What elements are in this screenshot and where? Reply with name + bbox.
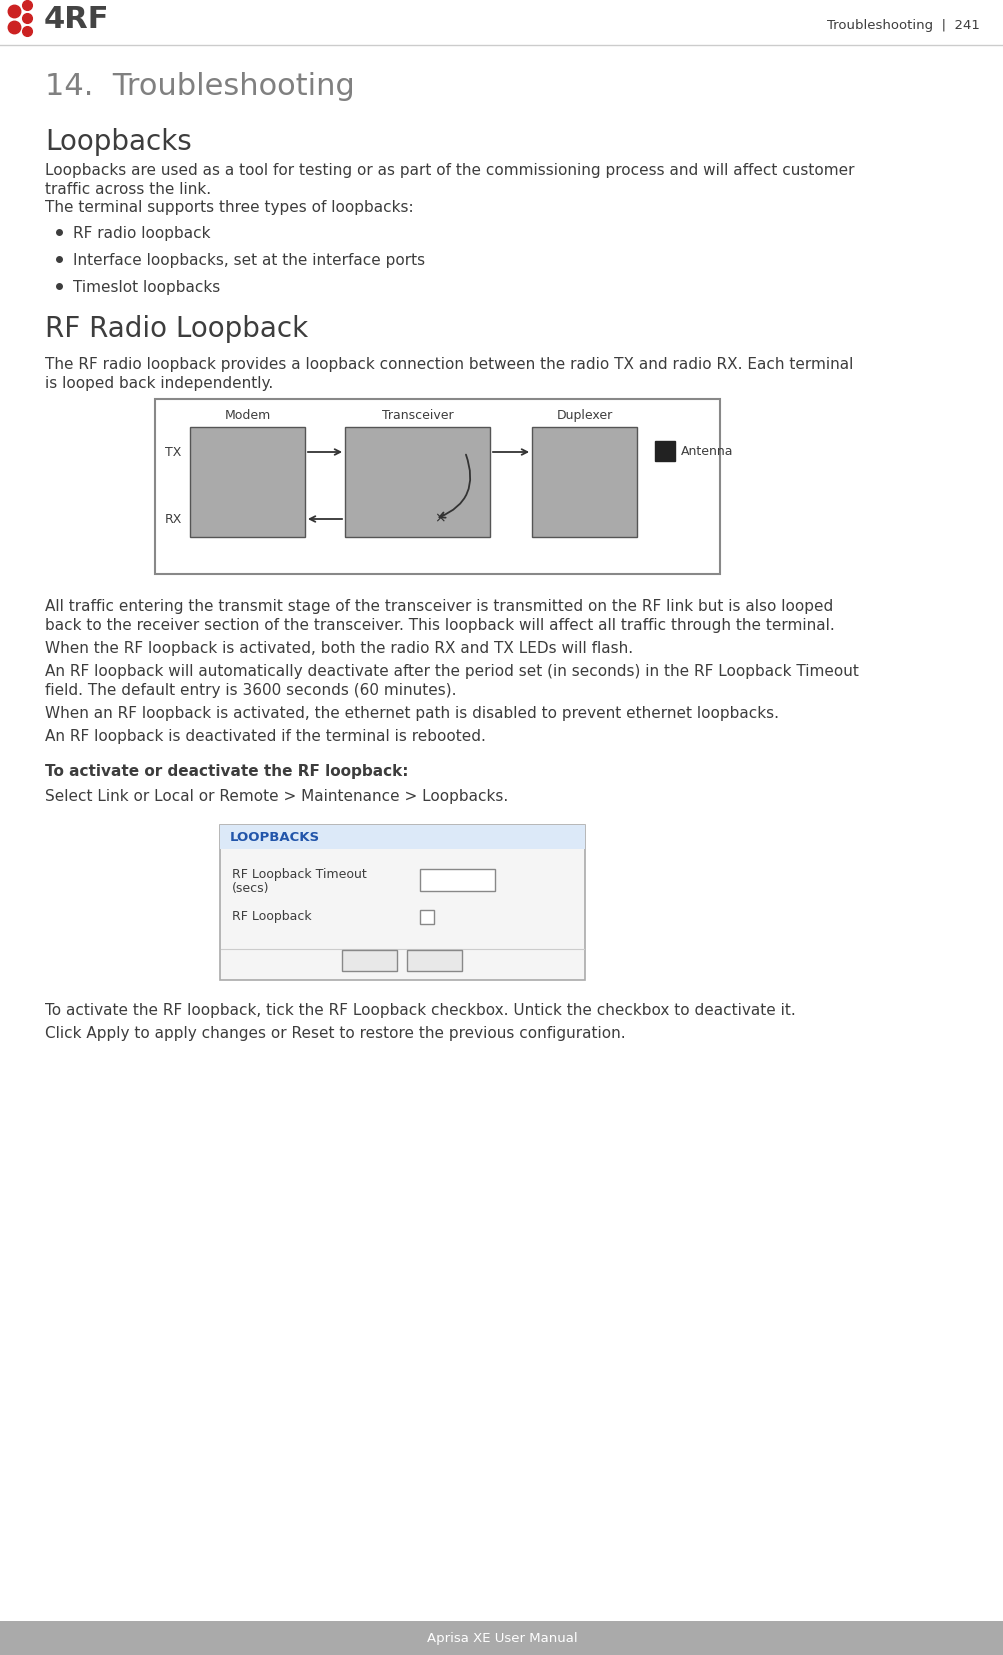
Bar — [190, 427, 305, 538]
Text: An RF loopback will automatically deactivate after the period set (in seconds) i: An RF loopback will automatically deacti… — [45, 664, 858, 679]
Text: RF Loopback Timeout: RF Loopback Timeout — [232, 867, 366, 880]
Text: traffic across the link.: traffic across the link. — [45, 182, 211, 197]
Bar — [345, 427, 489, 538]
Text: RX: RX — [164, 513, 182, 526]
Bar — [220, 826, 585, 849]
Text: RF radio loopback: RF radio loopback — [73, 225, 211, 242]
Text: The terminal supports three types of loopbacks:: The terminal supports three types of loo… — [45, 200, 413, 215]
Text: Duplexer: Duplexer — [556, 409, 612, 422]
Bar — [419, 869, 494, 892]
Text: 4RF: 4RF — [44, 5, 109, 35]
Text: Transceiver: Transceiver — [381, 409, 453, 422]
Text: back to the receiver section of the transceiver. This loopback will affect all t: back to the receiver section of the tran… — [45, 617, 833, 632]
Text: ×: × — [433, 511, 445, 525]
Bar — [342, 950, 397, 971]
Text: Aprisa XE User Manual: Aprisa XE User Manual — [426, 1632, 577, 1645]
Text: When an RF loopback is activated, the ethernet path is disabled to prevent ether: When an RF loopback is activated, the et… — [45, 705, 778, 720]
Bar — [154, 401, 719, 574]
Text: The RF radio loopback provides a loopback connection between the radio TX and ra: The RF radio loopback provides a loopbac… — [45, 357, 853, 372]
Text: Troubleshooting  |  241: Troubleshooting | 241 — [826, 18, 979, 31]
Text: When the RF loopback is activated, both the radio RX and TX LEDs will flash.: When the RF loopback is activated, both … — [45, 640, 633, 655]
Bar — [532, 427, 636, 538]
Text: Antenna: Antenna — [680, 445, 733, 458]
Text: Select Link or Local or Remote > Maintenance > Loopbacks.: Select Link or Local or Remote > Mainten… — [45, 788, 508, 804]
Text: Loopbacks: Loopbacks — [45, 127, 192, 156]
Text: RF Radio Loopback: RF Radio Loopback — [45, 314, 308, 343]
Text: is looped back independently.: is looped back independently. — [45, 376, 273, 391]
Text: An RF loopback is deactivated if the terminal is rebooted.: An RF loopback is deactivated if the ter… — [45, 728, 485, 743]
Text: TX: TX — [164, 447, 181, 458]
Text: Reset: Reset — [352, 955, 387, 968]
Text: Modem: Modem — [224, 409, 271, 422]
Text: Loopbacks are used as a tool for testing or as part of the commissioning process: Loopbacks are used as a tool for testing… — [45, 162, 854, 177]
Bar — [407, 950, 462, 971]
Bar — [220, 826, 585, 980]
Bar — [0, 1620, 1003, 1655]
Text: Timeslot loopbacks: Timeslot loopbacks — [73, 280, 220, 295]
Text: Interface loopbacks, set at the interface ports: Interface loopbacks, set at the interfac… — [73, 253, 424, 268]
Text: Click Apply to apply changes or Reset to restore the previous configuration.: Click Apply to apply changes or Reset to… — [45, 1026, 625, 1041]
Text: All traffic entering the transmit stage of the transceiver is transmitted on the: All traffic entering the transmit stage … — [45, 599, 832, 614]
Text: field. The default entry is 3600 seconds (60 minutes).: field. The default entry is 3600 seconds… — [45, 682, 456, 697]
Text: Apply: Apply — [417, 955, 452, 968]
Text: To activate or deactivate the RF loopback:: To activate or deactivate the RF loopbac… — [45, 763, 408, 778]
Text: To activate the RF loopback, tick the RF Loopback checkbox. Untick the checkbox : To activate the RF loopback, tick the RF… — [45, 1003, 795, 1018]
Text: 3600: 3600 — [424, 874, 456, 887]
Text: LOOPBACKS: LOOPBACKS — [230, 831, 320, 844]
Bar — [419, 910, 433, 925]
Text: (secs): (secs) — [232, 882, 269, 894]
Text: 14.  Troubleshooting: 14. Troubleshooting — [45, 71, 354, 101]
Bar — [654, 442, 674, 462]
Text: RF Loopback: RF Loopback — [232, 910, 311, 922]
